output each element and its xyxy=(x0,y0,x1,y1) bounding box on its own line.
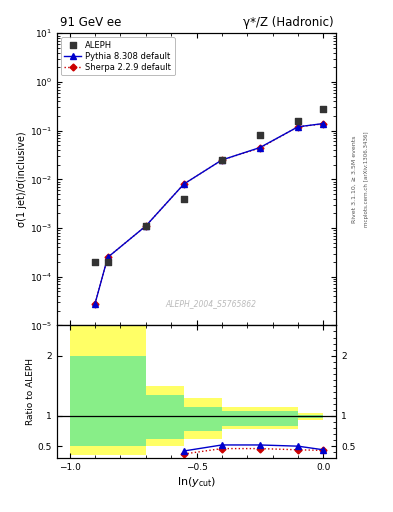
ALEPH xyxy=(257,131,263,139)
Pythia 8.308 default xyxy=(220,157,224,163)
Bar xyxy=(298,413,323,420)
Sherpa 2.2.9 default xyxy=(220,157,224,163)
Pythia 8.308 default xyxy=(321,120,326,126)
Y-axis label: σ(1 jet)/σ(inclusive): σ(1 jet)/σ(inclusive) xyxy=(17,132,27,227)
Bar xyxy=(108,307,146,455)
ALEPH xyxy=(92,258,98,266)
Pythia 8.308 default xyxy=(143,223,148,229)
Y-axis label: Ratio to ALEPH: Ratio to ALEPH xyxy=(26,358,35,425)
Sherpa 2.2.9 default xyxy=(257,145,262,151)
Bar xyxy=(146,395,184,439)
Pythia 8.308 default xyxy=(296,124,300,130)
Bar xyxy=(146,386,184,446)
Bar xyxy=(184,398,222,439)
ALEPH xyxy=(320,105,327,113)
Bar xyxy=(222,411,298,425)
Pythia 8.308 default xyxy=(105,254,110,261)
ALEPH xyxy=(295,117,301,125)
Legend: ALEPH, Pythia 8.308 default, Sherpa 2.2.9 default: ALEPH, Pythia 8.308 default, Sherpa 2.2.… xyxy=(61,37,174,75)
Line: Pythia 8.308 default: Pythia 8.308 default xyxy=(92,121,326,307)
Sherpa 2.2.9 default xyxy=(93,301,97,307)
Text: ALEPH_2004_S5765862: ALEPH_2004_S5765862 xyxy=(165,299,256,308)
ALEPH xyxy=(105,258,111,266)
Pythia 8.308 default xyxy=(182,181,186,187)
Text: mcplots.cern.ch [arXiv:1306.3436]: mcplots.cern.ch [arXiv:1306.3436] xyxy=(364,132,369,227)
Bar xyxy=(184,407,222,431)
X-axis label: ln($y_\mathrm{cut}$): ln($y_\mathrm{cut}$) xyxy=(177,475,216,489)
ALEPH xyxy=(219,156,225,164)
Pythia 8.308 default xyxy=(257,144,262,151)
Bar xyxy=(108,356,146,446)
Bar xyxy=(298,415,323,418)
Bar xyxy=(70,356,108,446)
Sherpa 2.2.9 default xyxy=(143,223,148,229)
Bar xyxy=(222,407,298,429)
Sherpa 2.2.9 default xyxy=(105,254,110,261)
ALEPH xyxy=(143,222,149,230)
Pythia 8.308 default xyxy=(93,301,97,307)
Sherpa 2.2.9 default xyxy=(321,121,326,127)
Bar xyxy=(70,307,108,455)
Text: γ*/Z (Hadronic): γ*/Z (Hadronic) xyxy=(242,16,333,29)
Text: 91 GeV ee: 91 GeV ee xyxy=(60,16,121,29)
Line: Sherpa 2.2.9 default: Sherpa 2.2.9 default xyxy=(93,121,326,306)
Text: Rivet 3.1.10, ≥ 3.5M events: Rivet 3.1.10, ≥ 3.5M events xyxy=(352,136,357,223)
Sherpa 2.2.9 default xyxy=(182,181,186,187)
Sherpa 2.2.9 default xyxy=(296,124,300,130)
ALEPH xyxy=(181,195,187,203)
